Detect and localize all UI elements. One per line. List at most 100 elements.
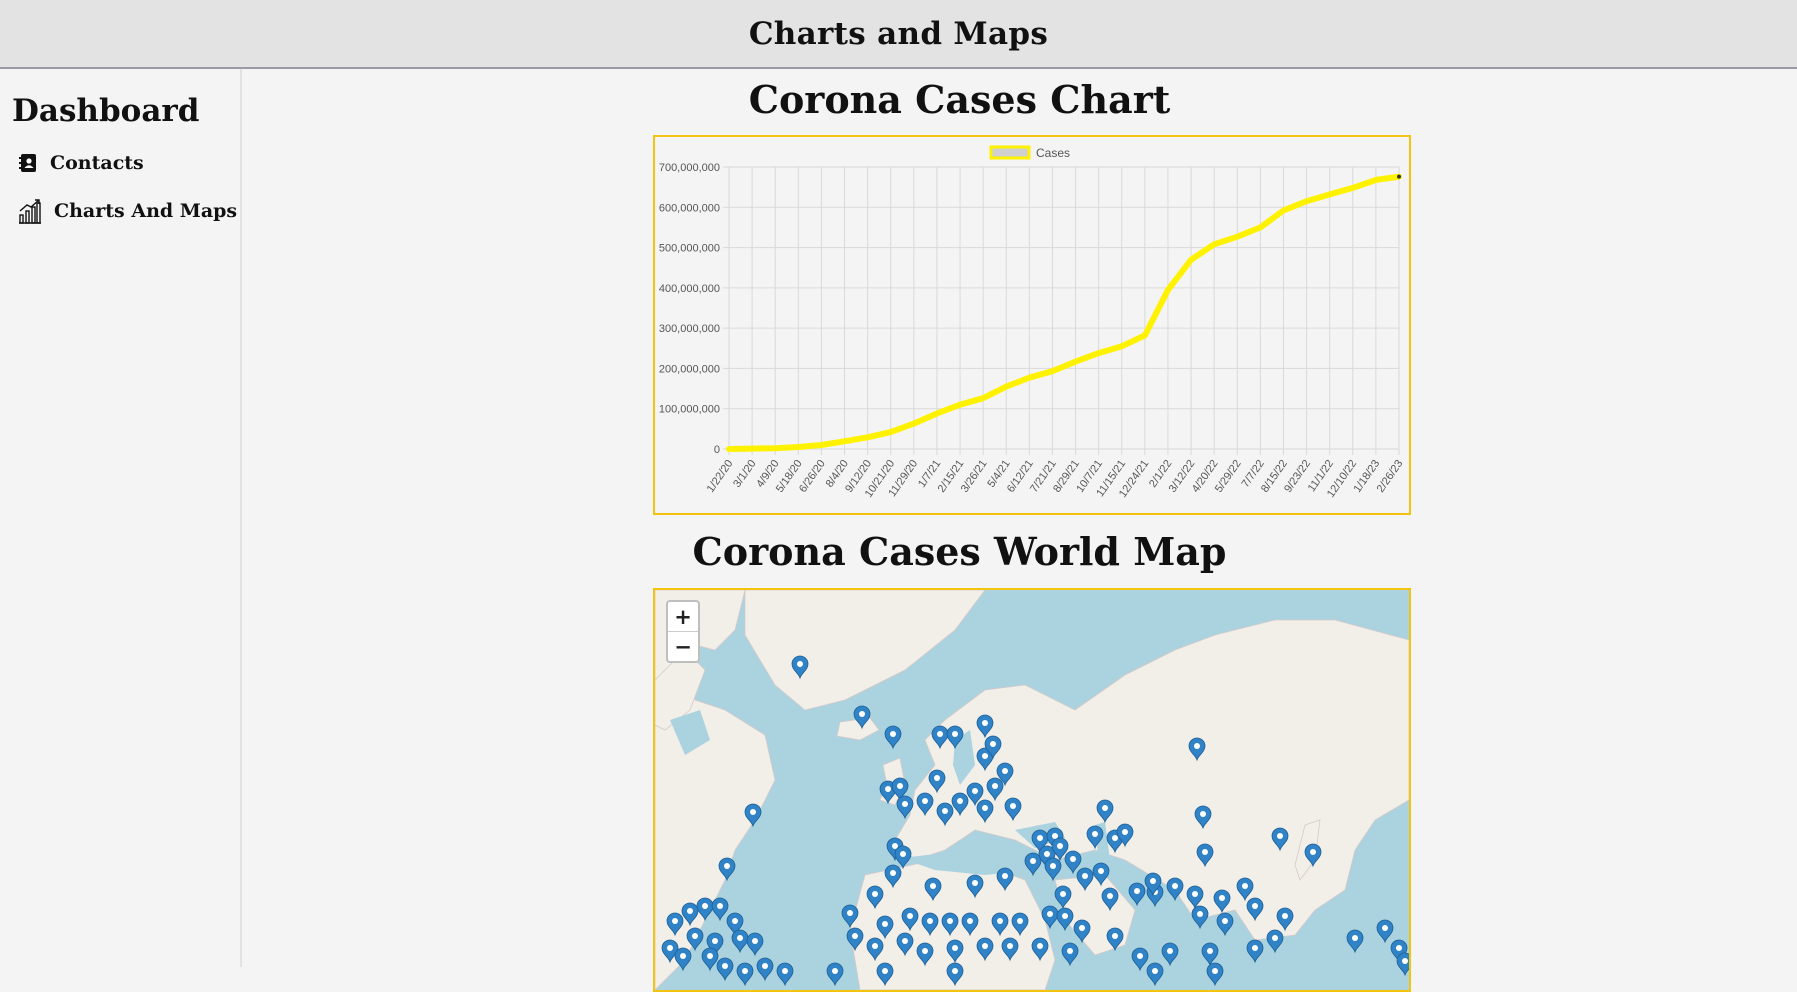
x-tick-label: 3/1/20 [731, 458, 758, 490]
map-marker-dot [967, 918, 973, 924]
map-marker-dot [1197, 911, 1203, 917]
map-marker-dot [1202, 849, 1208, 855]
y-tick-label: 100,000,000 [659, 404, 720, 416]
map-marker-dot [1212, 968, 1218, 974]
map-marker-dot [1207, 948, 1213, 954]
sidebar-item-label: Contacts [50, 152, 144, 174]
map-marker-dot [947, 918, 953, 924]
sidebar-item-label: Charts And Maps [54, 200, 237, 222]
zoom-control: + − [666, 600, 700, 663]
map-marker-dot [1310, 849, 1316, 855]
data-point[interactable] [1397, 175, 1401, 179]
map-marker-dot [1017, 918, 1023, 924]
zoom-in-button[interactable]: + [668, 602, 698, 631]
map-marker-dot [902, 801, 908, 807]
map-marker-dot [872, 943, 878, 949]
map-marker-dot [1044, 851, 1050, 857]
map-marker-dot [1047, 911, 1053, 917]
map-marker-dot [667, 945, 673, 951]
map-marker-dot [797, 661, 803, 667]
map-marker-dot [942, 808, 948, 814]
map-marker-dot [992, 783, 998, 789]
map-marker-dot [1134, 888, 1140, 894]
map-marker-dot [1092, 831, 1098, 837]
map-marker-dot [934, 775, 940, 781]
map-marker-dot [1382, 925, 1388, 931]
map-marker-dot [1037, 835, 1043, 841]
map-marker-dot [782, 968, 788, 974]
map-marker-dot [1272, 935, 1278, 941]
map-marker-dot [1402, 958, 1408, 964]
map-marker-dot [972, 788, 978, 794]
x-tick-label: 1/22/20 [705, 458, 736, 495]
map-marker-dot [1282, 913, 1288, 919]
map-marker-dot [1102, 805, 1108, 811]
map-marker-dot [1200, 811, 1206, 817]
map-marker-dot [930, 883, 936, 889]
map-marker-dot [1010, 803, 1016, 809]
map-marker-dot [1062, 913, 1068, 919]
map-section-title: Corona Cases World Map [182, 529, 1737, 574]
map-marker-dot [1122, 829, 1128, 835]
map-marker-dot [847, 910, 853, 916]
map-marker-dot [1219, 895, 1225, 901]
map-marker-dot [732, 918, 738, 924]
map-marker-dot [1137, 953, 1143, 959]
map-marker-dot [859, 711, 865, 717]
map-marker-dot [1152, 968, 1158, 974]
y-tick-label: 0 [714, 444, 720, 456]
greenland-landmass [745, 590, 985, 710]
map-marker-dot [707, 953, 713, 959]
map-marker-dot [1222, 918, 1228, 924]
map-marker-dot [1007, 943, 1013, 949]
map-marker-dot [1194, 743, 1200, 749]
map-marker-dot [1112, 835, 1118, 841]
map-marker-dot [982, 805, 988, 811]
map-marker-dot [1167, 948, 1173, 954]
map-marker-icon[interactable] [1397, 953, 1409, 975]
map-marker-dot [972, 880, 978, 886]
map-marker-dot [1070, 856, 1076, 862]
sidebar-item-contacts[interactable]: Contacts [18, 143, 240, 183]
map-marker-dot [922, 948, 928, 954]
map-marker-dot [1082, 873, 1088, 879]
map-marker-dot [1352, 935, 1358, 941]
y-tick-label: 700,000,000 [659, 162, 720, 174]
world-map[interactable]: + − [653, 588, 1411, 992]
map-marker-dot [1067, 948, 1073, 954]
map-marker-dot [702, 903, 708, 909]
y-tick-label: 600,000,000 [659, 202, 720, 214]
map-marker-dot [1002, 768, 1008, 774]
map-marker-dot [1172, 883, 1178, 889]
contacts-book-icon [18, 153, 38, 173]
map-canvas[interactable] [655, 590, 1409, 990]
legend-swatch [991, 147, 1029, 158]
map-marker-dot [1107, 893, 1113, 899]
sidebar-item-charts-and-maps[interactable]: Charts And Maps [18, 191, 240, 231]
legend-label[interactable]: Cases [1036, 146, 1070, 160]
map-marker-dot [762, 963, 768, 969]
map-marker-dot [952, 945, 958, 951]
map-marker-dot [1112, 933, 1118, 939]
zoom-out-button[interactable]: − [668, 631, 698, 661]
y-tick-label: 500,000,000 [659, 243, 720, 255]
map-marker-dot [897, 783, 903, 789]
map-marker-dot [882, 968, 888, 974]
map-marker-dot [737, 935, 743, 941]
map-marker-dot [724, 863, 730, 869]
map-marker-dot [890, 870, 896, 876]
map-marker-dot [852, 933, 858, 939]
map-marker-dot [712, 938, 718, 944]
top-header: Charts and Maps [0, 0, 1797, 69]
map-marker-dot [752, 938, 758, 944]
map-marker-dot [902, 938, 908, 944]
sidebar: Dashboard Contacts Charts And Maps [0, 69, 242, 967]
cases-line-chart: 0100,000,000200,000,000300,000,000400,00… [655, 137, 1409, 513]
map-marker-dot [1037, 943, 1043, 949]
map-marker-dot [900, 851, 906, 857]
y-tick-label: 200,000,000 [659, 363, 720, 375]
chart-icon [18, 198, 42, 224]
y-tick-label: 300,000,000 [659, 323, 720, 335]
map-marker-dot [1057, 843, 1063, 849]
